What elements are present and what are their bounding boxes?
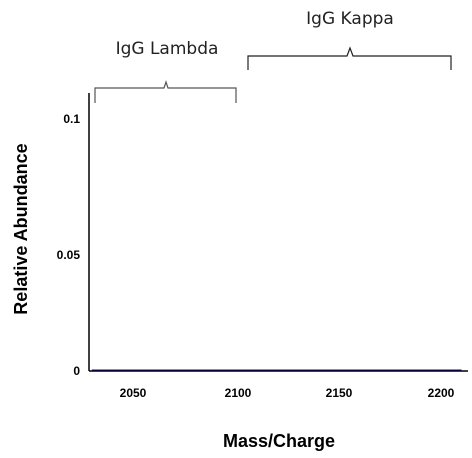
kappa-label: IgG Kappa: [306, 9, 394, 29]
x-axis-title: Mass/Charge: [223, 431, 335, 451]
y-tick-label: 0.1: [63, 112, 80, 126]
lambda-bracket: [94, 80, 237, 103]
y-tick-label: 0.05: [57, 248, 81, 262]
y-tick-label: 0: [73, 364, 80, 378]
lambda-label: IgG Lambda: [116, 39, 219, 59]
x-tick-label: 2200: [428, 386, 455, 400]
y-axis-title: Relative Abundance: [11, 143, 31, 314]
x-tick-label: 2100: [225, 386, 252, 400]
x-tick-label: 2150: [326, 386, 353, 400]
kappa-bracket: [247, 46, 452, 70]
x-tick-label: 2050: [120, 386, 147, 400]
